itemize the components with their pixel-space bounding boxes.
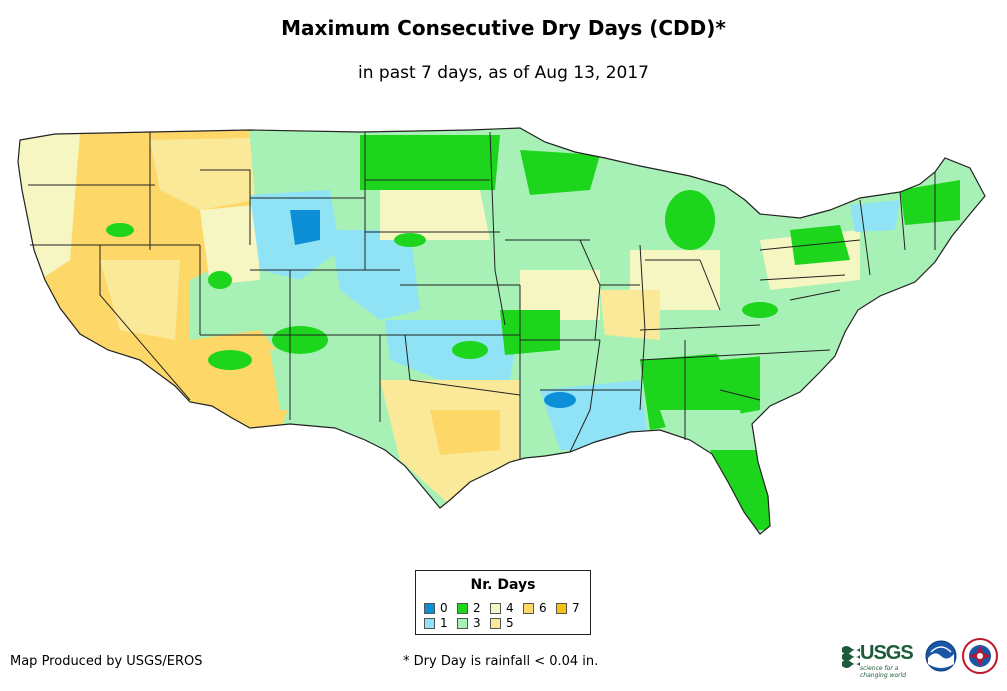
legend-item: 4 bbox=[490, 601, 514, 615]
legend-swatch bbox=[556, 602, 567, 614]
legend-swatch bbox=[457, 617, 468, 629]
legend-label: 1 bbox=[440, 616, 448, 630]
noaa-emblem-icon bbox=[925, 640, 957, 672]
legend-swatch bbox=[424, 617, 435, 629]
legend-label: 0 bbox=[440, 601, 448, 615]
legend-item: 1 bbox=[424, 616, 448, 630]
usgs-wave-icon bbox=[842, 646, 860, 668]
nws-logo bbox=[962, 638, 998, 674]
usgs-wordmark: USGS bbox=[860, 642, 914, 664]
usgs-logo: USGS science for a changing world bbox=[842, 640, 920, 679]
state-borders bbox=[17, 127, 986, 535]
legend-item: 0 bbox=[424, 601, 448, 615]
legend-swatch bbox=[457, 602, 468, 614]
legend-swatch bbox=[523, 602, 534, 614]
legend-label: 6 bbox=[539, 601, 547, 615]
nws-emblem-icon bbox=[962, 638, 998, 674]
legend: Nr. Days 0 1 2 3 4 5 6 7 bbox=[415, 570, 591, 635]
legend-label: 7 bbox=[572, 601, 580, 615]
legend-label: 5 bbox=[506, 616, 514, 630]
dry-day-note: * Dry Day is rainfall < 0.04 in. bbox=[403, 654, 599, 669]
usgs-tagline: science for a changing world bbox=[860, 665, 907, 679]
legend-title: Nr. Days bbox=[470, 577, 536, 593]
legend-swatch bbox=[490, 617, 501, 629]
legend-swatch bbox=[490, 602, 501, 614]
map-title: Maximum Consecutive Dry Days (CDD)* bbox=[281, 16, 726, 40]
us-map-svg bbox=[17, 127, 986, 535]
cdd-fill bbox=[18, 128, 985, 534]
legend-label: 4 bbox=[506, 601, 514, 615]
legend-item: 5 bbox=[490, 616, 514, 630]
legend-item: 2 bbox=[457, 601, 481, 615]
legend-label: 2 bbox=[473, 601, 481, 615]
legend-item: 3 bbox=[457, 616, 481, 630]
map-subtitle: in past 7 days, as of Aug 13, 2017 bbox=[358, 63, 649, 83]
legend-item: 7 bbox=[556, 601, 580, 615]
noaa-logo bbox=[925, 640, 957, 672]
legend-label: 3 bbox=[473, 616, 481, 630]
us-map bbox=[0, 110, 1007, 550]
credit-text: Map Produced by USGS/EROS bbox=[10, 654, 203, 669]
legend-item: 6 bbox=[523, 601, 547, 615]
legend-swatch bbox=[424, 602, 435, 614]
